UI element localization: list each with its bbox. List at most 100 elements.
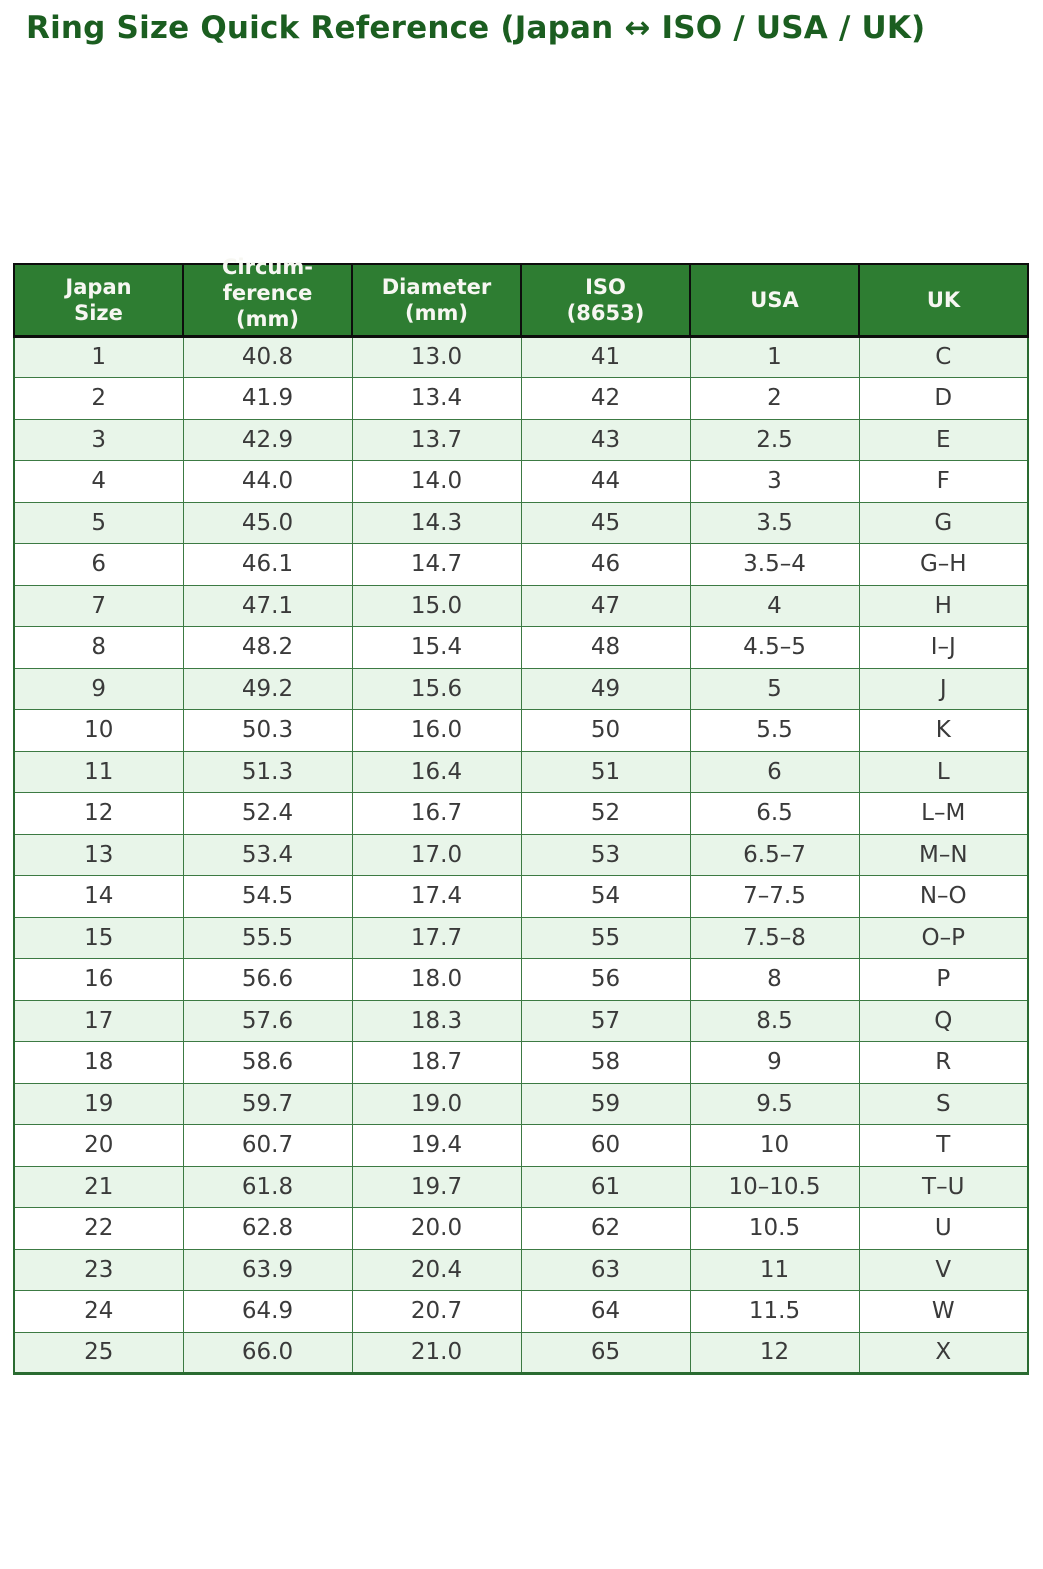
table-cell: 47.1	[182, 584, 353, 627]
table-cell: 15.4	[351, 626, 522, 669]
table-cell: H	[858, 584, 1029, 627]
table-cell: G	[858, 501, 1029, 544]
table-cell: 15.6	[351, 667, 522, 710]
table-cell: 56	[520, 958, 691, 1001]
table-cell: 44	[520, 460, 691, 503]
table-cell: 21.0	[351, 1331, 522, 1374]
table-cell: 52	[520, 792, 691, 835]
table-cell: 9.5	[689, 1082, 860, 1125]
table-row: 25 66.0 21.0 65 12 X	[13, 1331, 1029, 1374]
table-row: 4 44.0 14.0 44 3 F	[13, 460, 1029, 503]
table-cell: 15	[13, 916, 184, 959]
table-cell: 66.0	[182, 1331, 353, 1374]
table-cell: N–O	[858, 875, 1029, 918]
table-cell: I–J	[858, 626, 1029, 669]
column-header-diameter: Diameter (mm)	[351, 263, 522, 338]
table-cell: 58.6	[182, 1041, 353, 1084]
table-cell: T–U	[858, 1165, 1029, 1208]
table-row: 24 64.9 20.7 64 11.5 W	[13, 1290, 1029, 1333]
table-cell: 57.6	[182, 999, 353, 1042]
table-cell: 4.5–5	[689, 626, 860, 669]
table-cell: 24	[13, 1290, 184, 1333]
table-cell: 43	[520, 418, 691, 461]
table-cell: 48.2	[182, 626, 353, 669]
table-cell: 42.9	[182, 418, 353, 461]
table-cell: 51	[520, 750, 691, 793]
column-header-uk: UK	[858, 263, 1029, 338]
table-cell: 62.8	[182, 1207, 353, 1250]
ring-size-table-container: Japan Size Circum- ference (mm) Diameter…	[13, 255, 1029, 1375]
table-cell: 7	[13, 584, 184, 627]
table-cell: 6.5–7	[689, 833, 860, 876]
table-cell: 59.7	[182, 1082, 353, 1125]
table-cell: R	[858, 1041, 1029, 1084]
table-cell: 18.0	[351, 958, 522, 1001]
table-cell: 12	[13, 792, 184, 835]
table-row: 3 42.9 13.7 43 2.5 E	[13, 418, 1029, 461]
table-cell: 21	[13, 1165, 184, 1208]
table-cell: 1	[13, 335, 184, 378]
table-cell: 17.0	[351, 833, 522, 876]
table-cell: G–H	[858, 543, 1029, 586]
column-header-label: Japan Size	[65, 274, 132, 325]
table-cell: 7.5–8	[689, 916, 860, 959]
table-cell: F	[858, 460, 1029, 503]
table-row: 23 63.9 20.4 63 11 V	[13, 1248, 1029, 1291]
table-cell: 16	[13, 958, 184, 1001]
table-cell: 2	[13, 377, 184, 420]
table-cell: K	[858, 709, 1029, 752]
table-row: 8 48.2 15.4 48 4.5–5 I–J	[13, 626, 1029, 669]
table-cell: 47	[520, 584, 691, 627]
table-cell: 10–10.5	[689, 1165, 860, 1208]
table-cell: 13.0	[351, 335, 522, 378]
table-cell: P	[858, 958, 1029, 1001]
table-cell: 3.5	[689, 501, 860, 544]
table-cell: 13.4	[351, 377, 522, 420]
table-cell: 17	[13, 999, 184, 1042]
table-row: 5 45.0 14.3 45 3.5 G	[13, 501, 1029, 544]
table-cell: 23	[13, 1248, 184, 1291]
table-cell: 10	[689, 1124, 860, 1167]
table-row: 12 52.4 16.7 52 6.5 L–M	[13, 792, 1029, 835]
table-cell: 56.6	[182, 958, 353, 1001]
table-cell: 2	[689, 377, 860, 420]
table-cell: L	[858, 750, 1029, 793]
table-cell: 6	[13, 543, 184, 586]
table-cell: 4	[689, 584, 860, 627]
table-cell: 18.3	[351, 999, 522, 1042]
table-cell: 52.4	[182, 792, 353, 835]
column-header-japan-size: Japan Size	[13, 263, 184, 338]
table-cell: 61	[520, 1165, 691, 1208]
table-cell: 17.4	[351, 875, 522, 918]
table-cell: 45.0	[182, 501, 353, 544]
table-cell: 5	[13, 501, 184, 544]
table-cell: 40.8	[182, 335, 353, 378]
table-cell: T	[858, 1124, 1029, 1167]
table-cell: 20.7	[351, 1290, 522, 1333]
table-cell: 18.7	[351, 1041, 522, 1084]
table-row: 7 47.1 15.0 47 4 H	[13, 584, 1029, 627]
table-cell: C	[858, 335, 1029, 378]
table-cell: E	[858, 418, 1029, 461]
table-row: 10 50.3 16.0 50 5.5 K	[13, 709, 1029, 752]
table-cell: 16.7	[351, 792, 522, 835]
table-cell: 13.7	[351, 418, 522, 461]
column-header-label: USA	[750, 287, 799, 312]
table-cell: 11.5	[689, 1290, 860, 1333]
table-cell: 55.5	[182, 916, 353, 959]
column-header-usa: USA	[689, 263, 860, 338]
table-cell: 49.2	[182, 667, 353, 710]
table-cell: 8	[13, 626, 184, 669]
table-cell: 6	[689, 750, 860, 793]
table-cell: 53	[520, 833, 691, 876]
table-cell: 54	[520, 875, 691, 918]
table-row: 2 41.9 13.4 42 2 D	[13, 377, 1029, 420]
table-row: 17 57.6 18.3 57 8.5 Q	[13, 999, 1029, 1042]
table-cell: 5.5	[689, 709, 860, 752]
table-cell: 60	[520, 1124, 691, 1167]
table-cell: 64.9	[182, 1290, 353, 1333]
table-cell: O–P	[858, 916, 1029, 959]
table-cell: M–N	[858, 833, 1029, 876]
table-cell: 45	[520, 501, 691, 544]
table-cell: 62	[520, 1207, 691, 1250]
